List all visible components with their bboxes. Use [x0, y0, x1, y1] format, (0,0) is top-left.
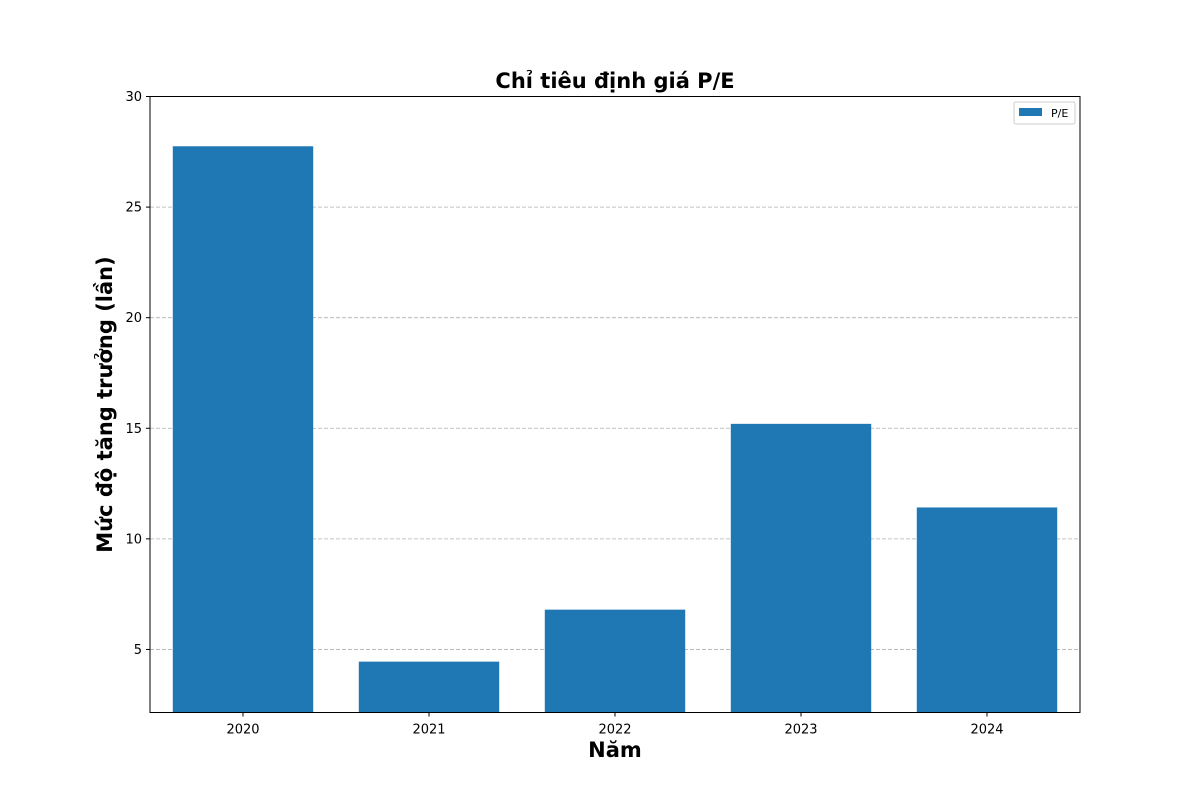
x-tick-label: 2023	[784, 723, 817, 738]
bar-2023	[730, 423, 872, 713]
bar-2021	[358, 661, 500, 713]
bars	[172, 146, 1058, 713]
x-tick-label: 2024	[970, 723, 1003, 738]
x-axis-label: Năm	[588, 738, 642, 762]
x-tick-label: 2022	[598, 723, 631, 738]
y-tick-label: 15	[125, 422, 142, 437]
bar-2022	[544, 609, 686, 713]
y-axis-ticks: 5 10 15 20 25 30	[125, 90, 150, 658]
y-tick-label: 25	[125, 201, 142, 216]
y-axis-label: Mức độ tăng trưởng (lần)	[93, 256, 117, 552]
x-tick-label: 2021	[412, 723, 445, 738]
y-tick-label: 10	[125, 532, 142, 547]
legend: P/E	[1013, 101, 1076, 125]
bar-2024	[916, 507, 1058, 713]
chart-title: Chỉ tiêu định giá P/E	[495, 69, 734, 93]
legend-box	[1013, 101, 1076, 125]
legend-swatch-pe	[1019, 108, 1042, 116]
x-axis-ticks: 2020 2021 2022 2023 2024	[226, 712, 1004, 738]
y-tick-label: 20	[125, 311, 142, 326]
y-tick-label: 5	[134, 643, 142, 658]
legend-label-pe: P/E	[1051, 107, 1068, 120]
bar-2020	[172, 146, 314, 713]
y-tick-label: 30	[125, 90, 142, 105]
x-tick-label: 2020	[226, 723, 259, 738]
